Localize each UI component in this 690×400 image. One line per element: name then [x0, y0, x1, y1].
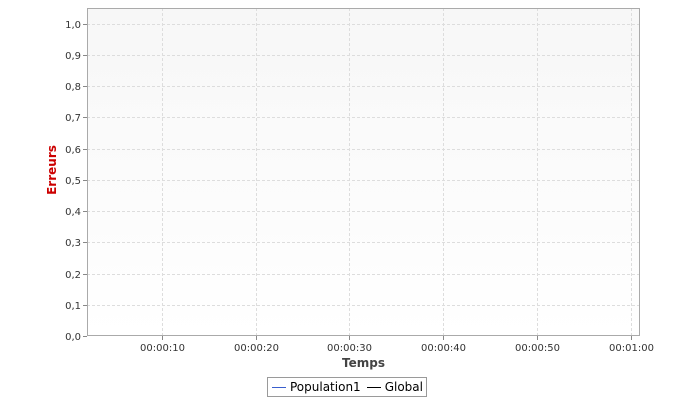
plot-area	[87, 8, 640, 336]
y-axis-label: Erreurs	[45, 145, 59, 195]
x-tick-label: 00:00:40	[421, 343, 466, 354]
y-tick-label: 0,4	[65, 207, 81, 218]
legend-label-population1: Population1	[290, 380, 361, 394]
x-axis: 00:00:10 00:00:20 00:00:30 00:00:40 00:00:50…	[140, 336, 654, 354]
x-tick-label: 00:00:30	[327, 343, 372, 354]
y-tick-label: 0,3	[65, 238, 81, 249]
y-tick-label: 0,2	[65, 270, 81, 281]
x-tick-label: 00:00:10	[140, 343, 185, 354]
legend: Population1 Global	[267, 377, 427, 397]
legend-item-population1: Population1	[272, 380, 361, 394]
x-axis-label: Temps	[342, 356, 385, 370]
legend-swatch-population1	[272, 386, 286, 388]
x-tick-label: 00:01:00	[609, 343, 654, 354]
y-tick-label: 0,1	[65, 301, 81, 312]
y-tick-label: 0,7	[65, 113, 81, 124]
y-tick-label: 0,5	[65, 176, 81, 187]
grid-lines	[87, 8, 640, 336]
y-axis: 0,0 0,1 0,2 0,3 0,4 0,5 0,6 0,7 0,8 0,9 1,0	[65, 20, 87, 343]
legend-item-global: Global	[366, 380, 423, 394]
legend-swatch-global	[366, 386, 381, 388]
y-tick-label: 0,6	[65, 145, 81, 156]
y-tick-label: 1,0	[65, 20, 81, 31]
x-tick-label: 00:00:50	[515, 343, 560, 354]
legend-label-global: Global	[384, 380, 423, 394]
chart-svg: 0,0 0,1 0,2 0,3 0,4 0,5 0,6 0,7 0,8 0,9 1,0 00:00:…	[45, 8, 654, 370]
plot-border	[87, 8, 640, 336]
y-tick-label: 0,9	[65, 51, 81, 62]
y-tick-label: 0,8	[65, 82, 81, 93]
y-tick-label: 0,0	[65, 332, 81, 343]
x-tick-label: 00:00:20	[234, 343, 279, 354]
